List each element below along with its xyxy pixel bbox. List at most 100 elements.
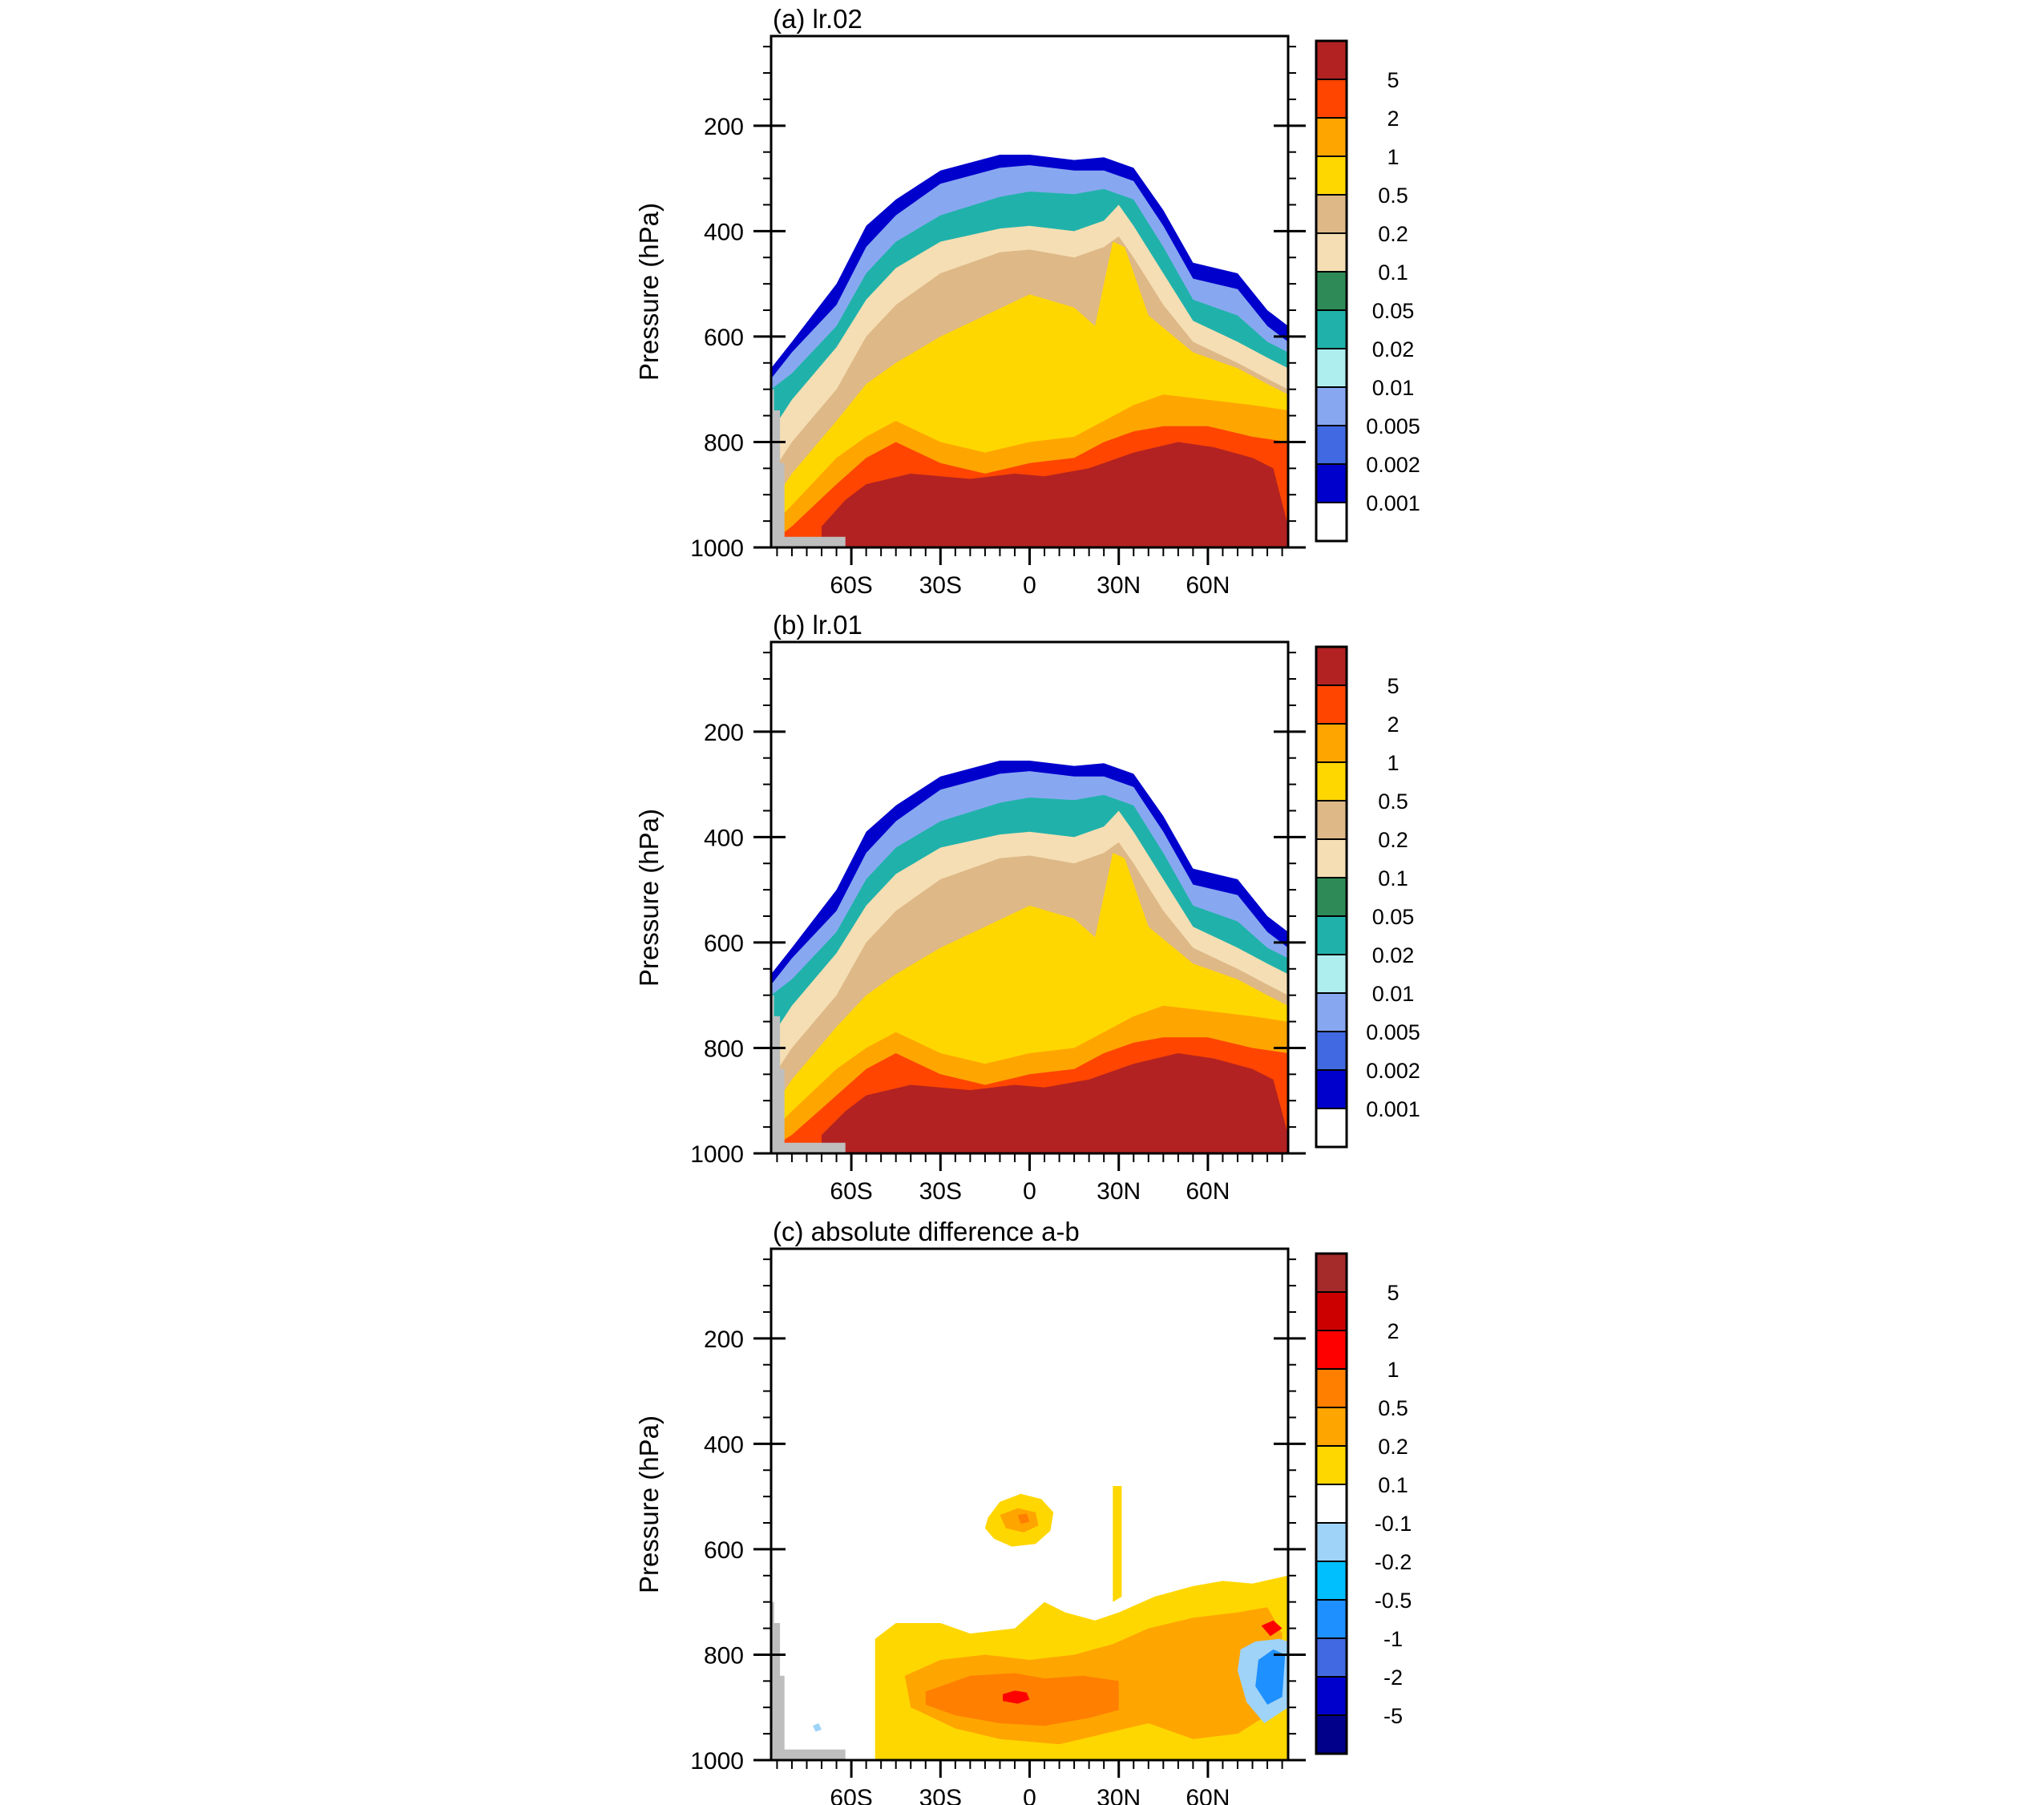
colorbar-swatch	[1315, 684, 1347, 725]
plot-area	[771, 36, 1288, 547]
colorbar-swatch	[1315, 1637, 1347, 1678]
colorbar-frame	[1315, 1252, 1348, 1755]
colorbar: 5 2 1 0.5 0.2 0.1 0.05 0.02 0.01 0.005 0.002 0.001	[1315, 645, 1420, 1149]
panel-1: 200 400 600 800 1000 60S 30S 0 30N 60N (a) lr.02 Pr…	[634, 4, 1420, 599]
ytick-label: 800	[704, 430, 744, 456]
colorbar-swatch	[1315, 79, 1347, 119]
colorbar-label: 0.2	[1378, 828, 1408, 852]
ytick-label: 400	[704, 219, 744, 245]
terrain-mask	[771, 1601, 846, 1760]
colorbar-label: 0.002	[1366, 1059, 1420, 1083]
colorbar-label: -0.1	[1375, 1512, 1412, 1536]
ytick-label: 1000	[690, 1141, 744, 1168]
colorbar-swatch	[1315, 1108, 1347, 1148]
panel-title: (c) absolute difference a-b	[773, 1217, 1080, 1246]
ytick-label: 200	[704, 720, 744, 746]
ytick-label: 1000	[690, 535, 744, 562]
colorbar-swatch	[1315, 1330, 1347, 1370]
colorbar-label: 2	[1387, 1319, 1399, 1343]
panel-title: (b) lr.01	[773, 610, 862, 640]
colorbar-label: 5	[1387, 674, 1399, 698]
colorbar-swatch	[1315, 1561, 1347, 1601]
contour-region--0.1	[812, 1723, 822, 1732]
colorbar-label: 1	[1387, 1358, 1399, 1382]
colorbar-label: 5	[1387, 68, 1399, 92]
xtick-label: 60N	[1186, 1785, 1230, 1805]
colorbar-label: 0.2	[1378, 222, 1408, 246]
ytick-label: 600	[704, 931, 744, 957]
colorbar-label: 0.02	[1372, 943, 1415, 967]
colorbar-swatch	[1315, 309, 1347, 349]
ytick-label: 600	[704, 1537, 744, 1564]
contour-level-5	[822, 1053, 1288, 1153]
colorbar-swatch	[1315, 1368, 1347, 1408]
colorbar-label: -0.2	[1375, 1550, 1412, 1574]
colorbar-swatch	[1315, 800, 1347, 840]
colorbar-swatch	[1315, 386, 1347, 426]
colorbar-swatch	[1315, 954, 1347, 994]
colorbar-label: 0.001	[1366, 1097, 1420, 1121]
colorbar-swatch	[1315, 1253, 1347, 1293]
colorbar-label: 0.05	[1372, 299, 1415, 323]
colorbar-swatch	[1315, 1714, 1347, 1755]
colorbar-swatch	[1315, 1031, 1347, 1071]
colorbar-swatch	[1315, 502, 1347, 542]
colorbar-label: -0.5	[1375, 1589, 1412, 1613]
colorbar-label: 2	[1387, 713, 1399, 737]
xtick-label: 60N	[1186, 1178, 1230, 1205]
ytick-label: 200	[704, 114, 744, 140]
colorbar-swatch	[1315, 1445, 1347, 1485]
xtick-label: 0	[1023, 1785, 1036, 1805]
colorbar-swatch	[1315, 425, 1347, 465]
colorbar-label: 5	[1387, 1281, 1399, 1305]
panel-title: (a) lr.02	[773, 4, 862, 34]
colorbar-swatch	[1315, 40, 1347, 80]
contour-region-0.2	[1000, 1508, 1039, 1532]
colorbar-swatch	[1315, 723, 1347, 763]
y-axis-label: Pressure (hPa)	[634, 809, 664, 987]
colorbar-frame	[1315, 39, 1348, 543]
colorbar-label: -2	[1384, 1666, 1403, 1690]
colorbar-swatch	[1315, 348, 1347, 388]
xtick-label: 60S	[830, 1178, 872, 1205]
ytick-label: 400	[704, 825, 744, 851]
ytick-label: 200	[704, 1326, 744, 1353]
panel-3: 200 400 600 800 1000 60S 30S 0 30N 60N (c) absolut…	[634, 1217, 1412, 1805]
ytick-label: 800	[704, 1036, 744, 1062]
colorbar-label: 0.01	[1372, 982, 1415, 1006]
terrain-mask	[771, 995, 846, 1153]
contour-region-1	[1003, 1690, 1030, 1704]
xtick-label: 60S	[830, 1785, 872, 1805]
xtick-label: 30S	[919, 1178, 962, 1205]
colorbar-swatch	[1315, 915, 1347, 955]
colorbar-label: 0.001	[1366, 491, 1420, 515]
colorbar-label: 2	[1387, 107, 1399, 131]
panel-2: 200 400 600 800 1000 60S 30S 0 30N 60N (b) lr.01 Pr…	[634, 610, 1420, 1205]
colorbar-label: 0.002	[1366, 453, 1420, 477]
colorbar-swatch	[1315, 155, 1347, 196]
colorbar-swatch	[1315, 1599, 1347, 1639]
colorbar-swatch	[1315, 877, 1347, 917]
xtick-label: 0	[1023, 572, 1036, 599]
colorbar-swatch	[1315, 117, 1347, 157]
plot-area	[771, 1249, 1288, 1760]
contour-level-5	[822, 442, 1288, 547]
colorbar-label: 0.2	[1378, 1435, 1408, 1459]
colorbar: 5 2 1 0.5 0.2 0.1 0.05 0.02 0.01 0.005 0.002 0.001	[1315, 39, 1420, 543]
xtick-label: 30S	[919, 572, 962, 599]
colorbar-swatch	[1315, 761, 1347, 802]
colorbar-label: 0.01	[1372, 376, 1415, 400]
contour-region-0.1	[1113, 1486, 1122, 1602]
colorbar-label: -1	[1384, 1627, 1403, 1651]
colorbar-swatch	[1315, 271, 1347, 311]
xtick-label: 30N	[1097, 572, 1141, 599]
colorbar-swatch	[1315, 1676, 1347, 1716]
colorbar-swatch	[1315, 463, 1347, 503]
colorbar-label: 0.5	[1378, 184, 1408, 208]
colorbar-swatch	[1315, 1522, 1347, 1562]
y-axis-label: Pressure (hPa)	[634, 1415, 664, 1593]
xtick-label: 30S	[919, 1785, 962, 1805]
colorbar-label: 0.1	[1378, 866, 1408, 890]
colorbar-label: 0.5	[1378, 789, 1408, 814]
